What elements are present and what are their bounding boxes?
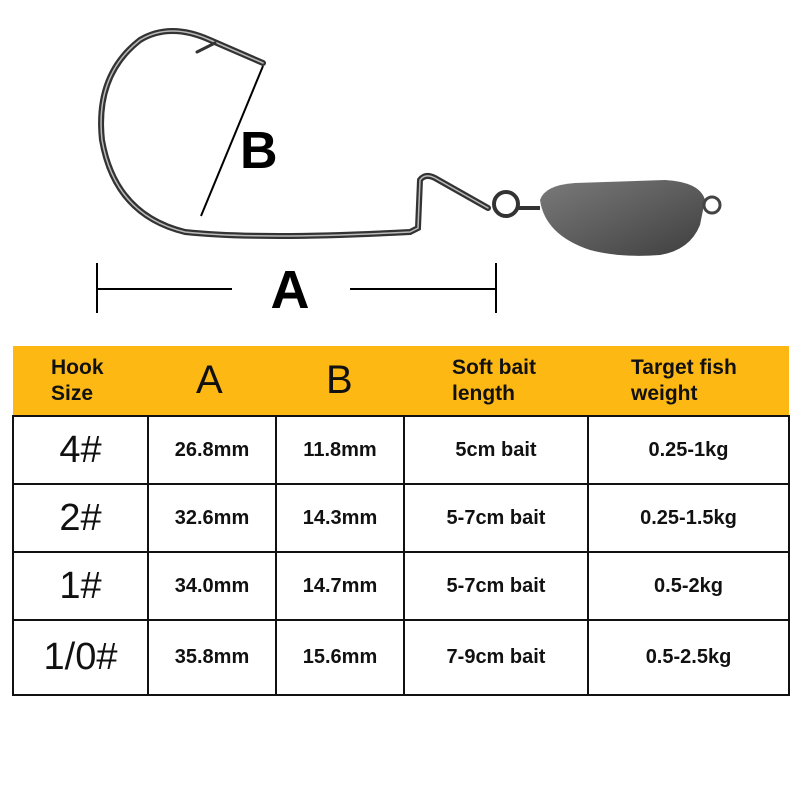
cell-hook-size: 1/0# [12,619,149,696]
cell-fish-weight: 0.25-1kg [587,415,790,485]
cell-fish-weight: 0.25-1.5kg [587,483,790,553]
header-line: Size [51,381,94,405]
spec-table: Hook Size A B Soft bait length Target fish… [12,346,790,696]
cell-hook-size: 2# [12,483,149,553]
hook-diagram: B A [96,28,722,320]
table-header: Hook Size A B Soft bait length Target fish… [13,346,789,416]
cell-bait-length: 7-9cm bait [403,619,589,696]
header-line: Hook [51,355,104,379]
cell-bait-length: 5cm bait [403,415,589,485]
hook [98,28,491,239]
dimension-b-label: B [240,122,278,180]
dimension-a [96,263,497,313]
header-line: Target fish [631,355,737,379]
header-b: B [276,346,404,416]
cell-a: 35.8mm [147,619,277,696]
dimension-b-line [200,65,264,217]
cell-hook-size: 4# [12,415,149,485]
weight-head [540,180,705,256]
header-a: A [148,346,276,416]
cell-fish-weight: 0.5-2.5kg [587,619,790,696]
dimension-a-label: A [271,260,310,320]
table-row: 2# 32.6mm 14.3mm 5-7cm bait 0.25-1.5kg [12,483,790,553]
table-row: 1/0# 35.8mm 15.6mm 7-9cm bait 0.5-2.5kg [12,619,790,696]
cell-bait-length: 5-7cm bait [403,551,589,621]
table-row: 1# 34.0mm 14.7mm 5-7cm bait 0.5-2kg [12,551,790,621]
cell-bait-length: 5-7cm bait [403,483,589,553]
header-target-fish-weight: Target fish weight [588,346,789,416]
cell-a: 34.0mm [147,551,277,621]
table-row: 4# 26.8mm 11.8mm 5cm bait 0.25-1kg [12,415,790,485]
line-eye [702,195,722,215]
header-line: length [452,381,515,405]
cell-a: 32.6mm [147,483,277,553]
header-soft-bait-length: Soft bait length [404,346,588,416]
header-line: Soft bait [452,355,536,379]
cell-a: 26.8mm [147,415,277,485]
header-line: weight [631,381,698,405]
cell-b: 11.8mm [275,415,405,485]
cell-b: 15.6mm [275,619,405,696]
split-ring [492,190,520,218]
cell-fish-weight: 0.5-2kg [587,551,790,621]
header-hook-size: Hook Size [13,346,148,416]
cell-b: 14.7mm [275,551,405,621]
cell-hook-size: 1# [12,551,149,621]
cell-b: 14.3mm [275,483,405,553]
